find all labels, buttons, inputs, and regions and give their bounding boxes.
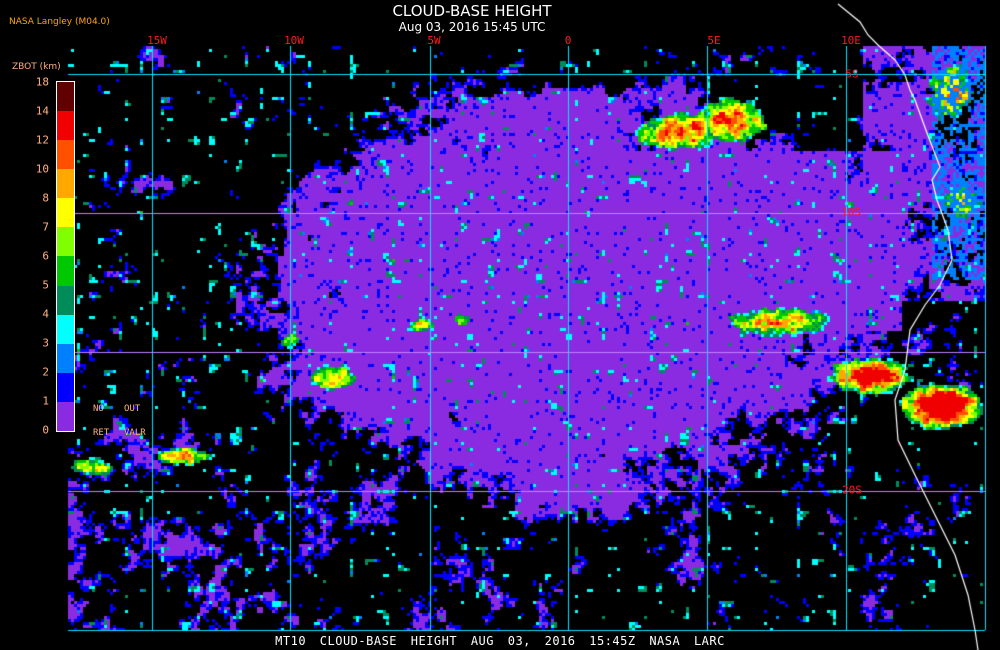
legend-out-label: OUT bbox=[124, 404, 141, 414]
legend-swatch bbox=[57, 314, 74, 344]
legend-tick: 10 bbox=[35, 162, 49, 176]
org-label: NASA Langley (M04.0) bbox=[9, 17, 110, 27]
legend-tick: 1 bbox=[42, 394, 49, 408]
lat-label-10s: 10S bbox=[841, 205, 861, 219]
legend-tick: 8 bbox=[42, 191, 49, 205]
legend-tick: 14 bbox=[35, 104, 49, 118]
legend-tick: 5 bbox=[42, 278, 49, 292]
lon-label-0: 0 bbox=[564, 34, 572, 47]
footer-caption: MT10 CLOUD-BASE HEIGHT AUG 03, 2016 15:4… bbox=[275, 634, 725, 648]
lon-label-5w: 5W bbox=[427, 34, 441, 47]
legend-swatch bbox=[57, 372, 74, 402]
legend-tick: 4 bbox=[42, 307, 49, 321]
legend-ret-label: RET bbox=[93, 428, 110, 438]
legend-valr-label: VALR bbox=[124, 428, 146, 438]
legend-swatch bbox=[57, 198, 74, 228]
legend-tick: 18 bbox=[35, 75, 49, 89]
legend-swatch bbox=[57, 256, 74, 286]
legend-swatch bbox=[57, 140, 74, 170]
legend-swatch bbox=[57, 169, 74, 199]
legend-tick: 0 bbox=[42, 423, 49, 437]
lon-label-5e: 5E bbox=[707, 34, 721, 47]
lon-label-10e: 10E bbox=[841, 34, 861, 47]
legend-unit: ZBOT (km) bbox=[12, 62, 61, 72]
lon-label-10w: 10W bbox=[284, 34, 304, 47]
legend-tick: 3 bbox=[42, 336, 49, 350]
legend-no-label: NO bbox=[93, 404, 104, 414]
legend-tick: 12 bbox=[35, 133, 49, 147]
legend-swatch bbox=[57, 82, 74, 112]
lat-label-5s: 5S bbox=[845, 67, 859, 81]
legend-swatch bbox=[57, 285, 74, 315]
lat-label-20s: 20S bbox=[842, 483, 862, 497]
legend-tick: 6 bbox=[42, 249, 49, 263]
map-timestamp: Aug 03, 2016 15:45 UTC bbox=[398, 20, 546, 34]
legend-swatch bbox=[57, 401, 74, 431]
legend-colorbar bbox=[56, 81, 75, 432]
legend-tick: 7 bbox=[42, 220, 49, 234]
legend-swatch bbox=[57, 343, 74, 373]
map-title: CLOUD-BASE HEIGHT bbox=[392, 2, 552, 20]
lon-label-15w: 15W bbox=[147, 34, 167, 47]
legend-tick: 2 bbox=[42, 365, 49, 379]
legend-swatch bbox=[57, 227, 74, 257]
legend-swatch bbox=[57, 111, 74, 141]
